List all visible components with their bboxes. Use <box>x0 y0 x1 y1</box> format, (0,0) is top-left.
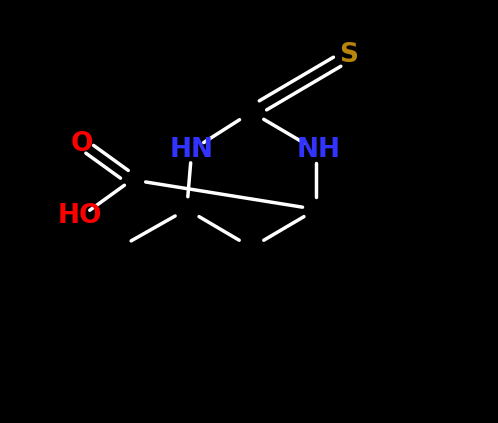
Text: HO: HO <box>57 203 102 229</box>
Text: S: S <box>339 42 358 68</box>
Text: HN: HN <box>170 137 214 163</box>
Text: NH: NH <box>297 137 341 163</box>
Text: O: O <box>71 131 94 157</box>
